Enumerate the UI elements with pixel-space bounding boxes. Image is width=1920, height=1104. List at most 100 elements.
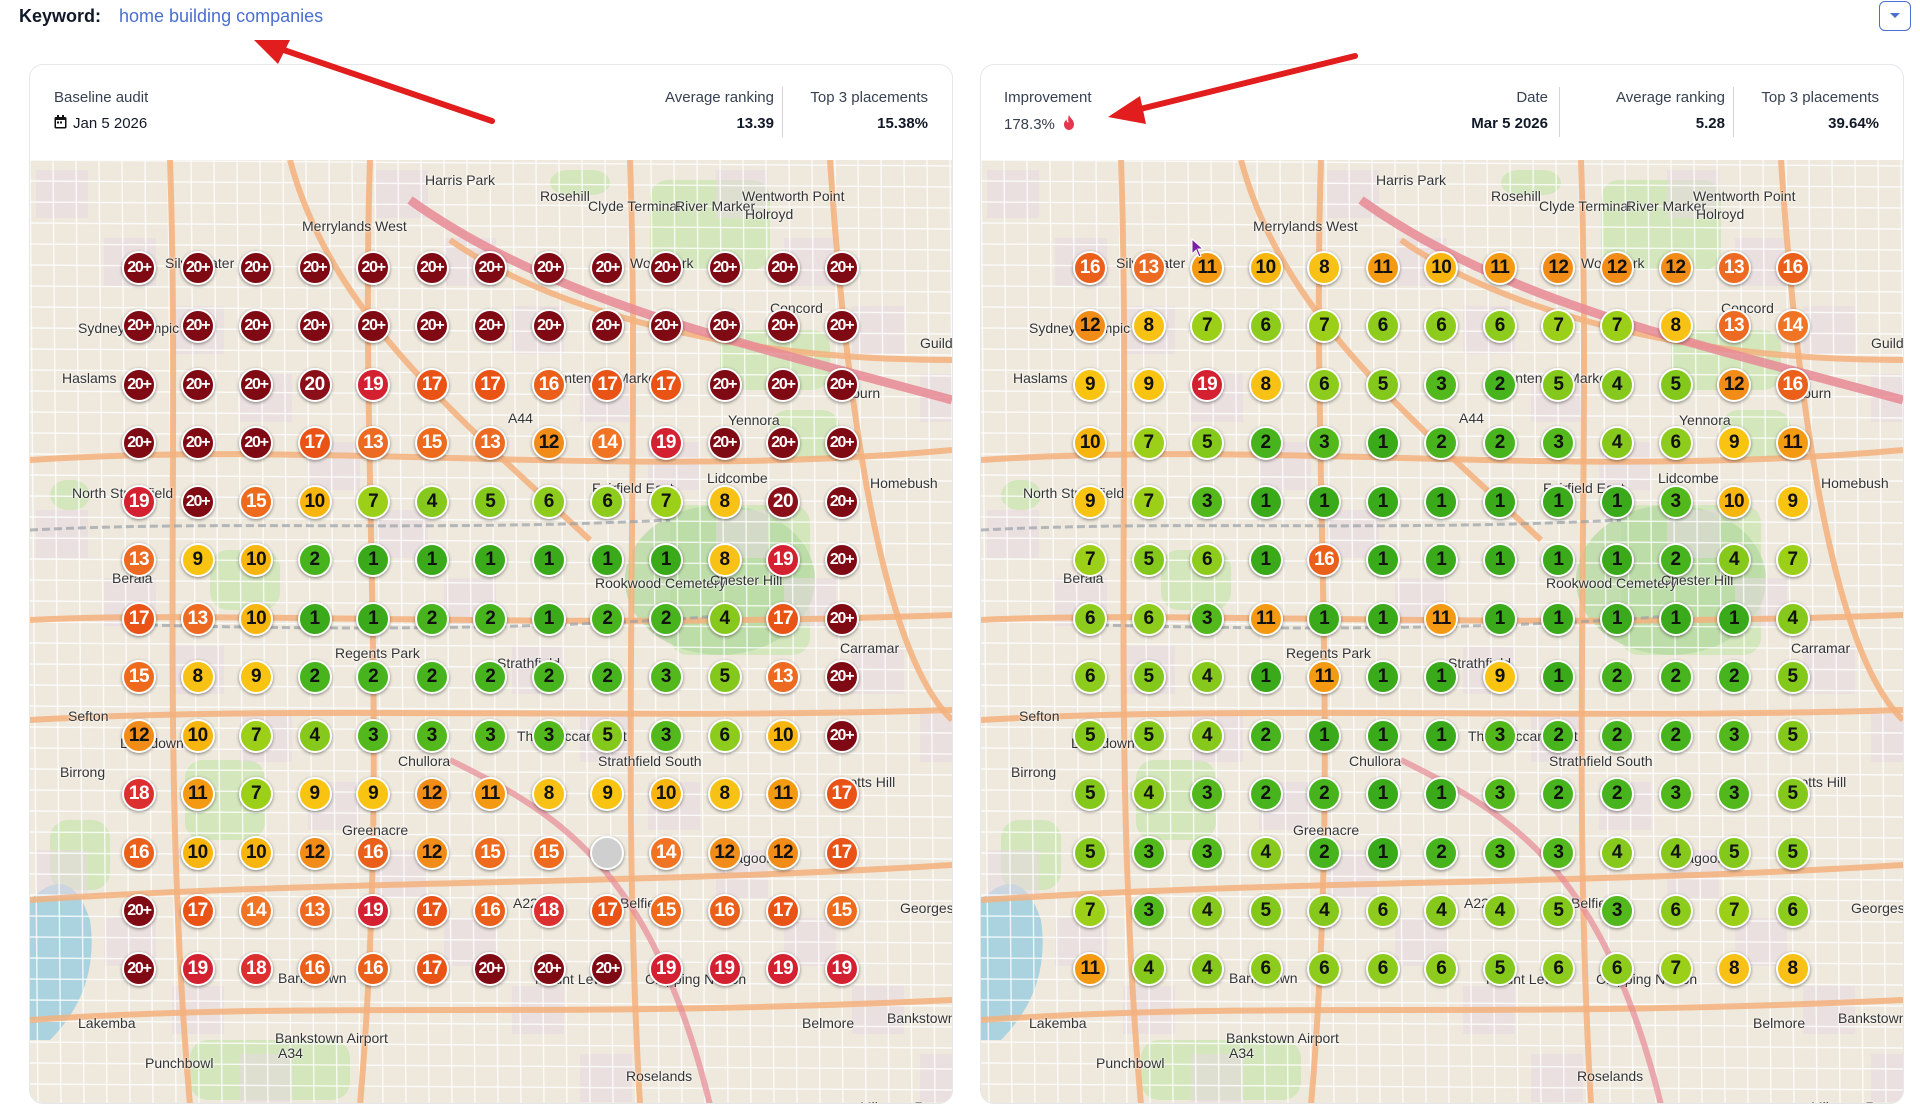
rank-pin[interactable]: 6 [1482, 309, 1517, 344]
rank-pin[interactable]: 20+ [180, 251, 215, 285]
rank-pin[interactable]: 5 [473, 484, 508, 519]
rank-pin[interactable]: 7 [1541, 309, 1576, 344]
rank-pin[interactable]: 8 [180, 660, 215, 695]
rank-pin[interactable]: 20+ [239, 367, 274, 402]
rank-pin[interactable]: 1 [1541, 660, 1576, 695]
rank-pin[interactable]: 10 [1717, 484, 1751, 519]
rank-pin[interactable]: 1 [356, 543, 391, 578]
rank-pin[interactable]: 17 [590, 894, 625, 928]
rank-pin[interactable]: 9 [590, 777, 625, 812]
rank-pin[interactable]: 6 [1248, 952, 1283, 987]
rank-pin[interactable]: 20+ [590, 309, 625, 344]
rank-pin[interactable]: 3 [1717, 718, 1751, 753]
rank-pin[interactable]: 4 [414, 484, 449, 519]
rank-pin[interactable]: 1 [1599, 601, 1634, 636]
rank-pin[interactable]: 2 [531, 660, 566, 695]
rank-pin[interactable]: 11 [1365, 251, 1400, 285]
rank-pin[interactable]: 20+ [766, 251, 800, 285]
rank-pin[interactable]: 19 [824, 952, 859, 987]
rank-pin[interactable]: 20+ [414, 251, 449, 285]
rank-pin[interactable]: 4 [1482, 894, 1517, 928]
rank-pin[interactable]: 17 [122, 601, 156, 636]
rank-pin[interactable]: 3 [1482, 718, 1517, 753]
rank-pin[interactable]: 20+ [122, 309, 156, 344]
rank-pin[interactable]: 12 [531, 426, 566, 461]
rank-pin[interactable]: 7 [1775, 543, 1810, 578]
rank-pin[interactable]: 20+ [707, 309, 742, 344]
rank-pin[interactable]: 8 [1131, 309, 1166, 344]
rank-pin[interactable]: 20+ [356, 309, 391, 344]
rank-pin[interactable]: 12 [707, 835, 742, 870]
rank-pin[interactable]: 4 [297, 718, 332, 753]
rank-pin[interactable]: 11 [1248, 601, 1283, 636]
rank-pin[interactable]: 20+ [180, 309, 215, 344]
rank-pin[interactable]: 1 [1599, 484, 1634, 519]
rank-pin[interactable]: 9 [1482, 660, 1517, 695]
rank-pin[interactable]: 3 [1190, 777, 1225, 812]
rank-pin[interactable]: 16 [1775, 367, 1810, 402]
rank-pin[interactable]: 6 [531, 484, 566, 519]
rank-pin[interactable]: 15 [414, 426, 449, 461]
rank-pin[interactable]: 1 [1424, 660, 1459, 695]
rank-pin[interactable]: 3 [473, 718, 508, 753]
rank-pin[interactable]: 3 [1131, 835, 1166, 870]
rank-pin[interactable]: 17 [414, 894, 449, 928]
rank-pin[interactable]: 20+ [648, 309, 683, 344]
rank-pin[interactable]: 4 [1599, 426, 1634, 461]
rank-pin[interactable]: 20+ [590, 952, 625, 987]
rank-pin[interactable]: 3 [414, 718, 449, 753]
rank-pin[interactable]: 16 [473, 894, 508, 928]
rank-pin[interactable]: 5 [1541, 894, 1576, 928]
rank-pin[interactable]: 5 [1658, 367, 1693, 402]
rank-pin[interactable]: 17 [297, 426, 332, 461]
rank-pin[interactable]: 19 [648, 952, 683, 987]
rank-pin[interactable]: 2 [1248, 718, 1283, 753]
rank-pin[interactable]: 20+ [122, 251, 156, 285]
rank-pin[interactable]: 17 [590, 367, 625, 402]
rank-pin[interactable]: 4 [1190, 894, 1225, 928]
rank-pin[interactable]: 12 [1073, 309, 1107, 344]
rank-pin[interactable]: 15 [648, 894, 683, 928]
rank-pin[interactable]: 14 [590, 426, 625, 461]
rank-pin[interactable]: 7 [1599, 309, 1634, 344]
rank-pin[interactable]: 15 [239, 484, 274, 519]
rank-pin[interactable]: 1 [1365, 777, 1400, 812]
rank-pin[interactable]: 18 [531, 894, 566, 928]
rank-pin[interactable]: 2 [590, 660, 625, 695]
rank-pin[interactable]: 15 [824, 894, 859, 928]
rank-pin[interactable]: 1 [1424, 718, 1459, 753]
rank-pin[interactable]: 17 [473, 367, 508, 402]
rank-pin[interactable]: 20+ [590, 251, 625, 285]
rank-pin[interactable]: 9 [1073, 367, 1107, 402]
rank-pin[interactable]: 20+ [297, 251, 332, 285]
rank-pin[interactable]: 5 [1775, 660, 1810, 695]
rank-pin[interactable]: 17 [648, 367, 683, 402]
rank-pin[interactable]: 15 [531, 835, 566, 870]
rank-pin[interactable]: 1 [1365, 543, 1400, 578]
rank-pin[interactable]: 9 [1131, 367, 1166, 402]
rank-pin[interactable]: 6 [707, 718, 742, 753]
rank-pin[interactable]: 7 [1073, 894, 1107, 928]
rank-pin[interactable]: 9 [356, 777, 391, 812]
rank-pin[interactable]: 17 [180, 894, 215, 928]
rank-pin[interactable]: 20+ [766, 426, 800, 461]
rank-pin[interactable]: 20+ [239, 309, 274, 344]
rank-pin[interactable]: 1 [356, 601, 391, 636]
rank-pin[interactable]: 20+ [122, 952, 156, 987]
rank-pin[interactable]: 3 [531, 718, 566, 753]
rank-pin[interactable]: 4 [1131, 777, 1166, 812]
rank-pin[interactable]: 10 [648, 777, 683, 812]
rank-pin[interactable]: 17 [824, 835, 859, 870]
rank-pin[interactable]: 1 [1541, 543, 1576, 578]
rank-pin[interactable]: 13 [122, 543, 156, 578]
rank-pin[interactable]: 16 [1775, 251, 1810, 285]
rank-pin[interactable]: 19 [766, 543, 800, 578]
rank-pin[interactable]: 1 [297, 601, 332, 636]
rank-pin[interactable]: 2 [356, 660, 391, 695]
rank-pin[interactable]: 1 [1541, 601, 1576, 636]
rank-pin[interactable]: 19 [180, 952, 215, 987]
rank-pin[interactable]: 5 [1365, 367, 1400, 402]
rank-pin[interactable]: 6 [1541, 952, 1576, 987]
rank-pin[interactable]: 5 [1131, 718, 1166, 753]
rank-pin[interactable]: 2 [1248, 426, 1283, 461]
